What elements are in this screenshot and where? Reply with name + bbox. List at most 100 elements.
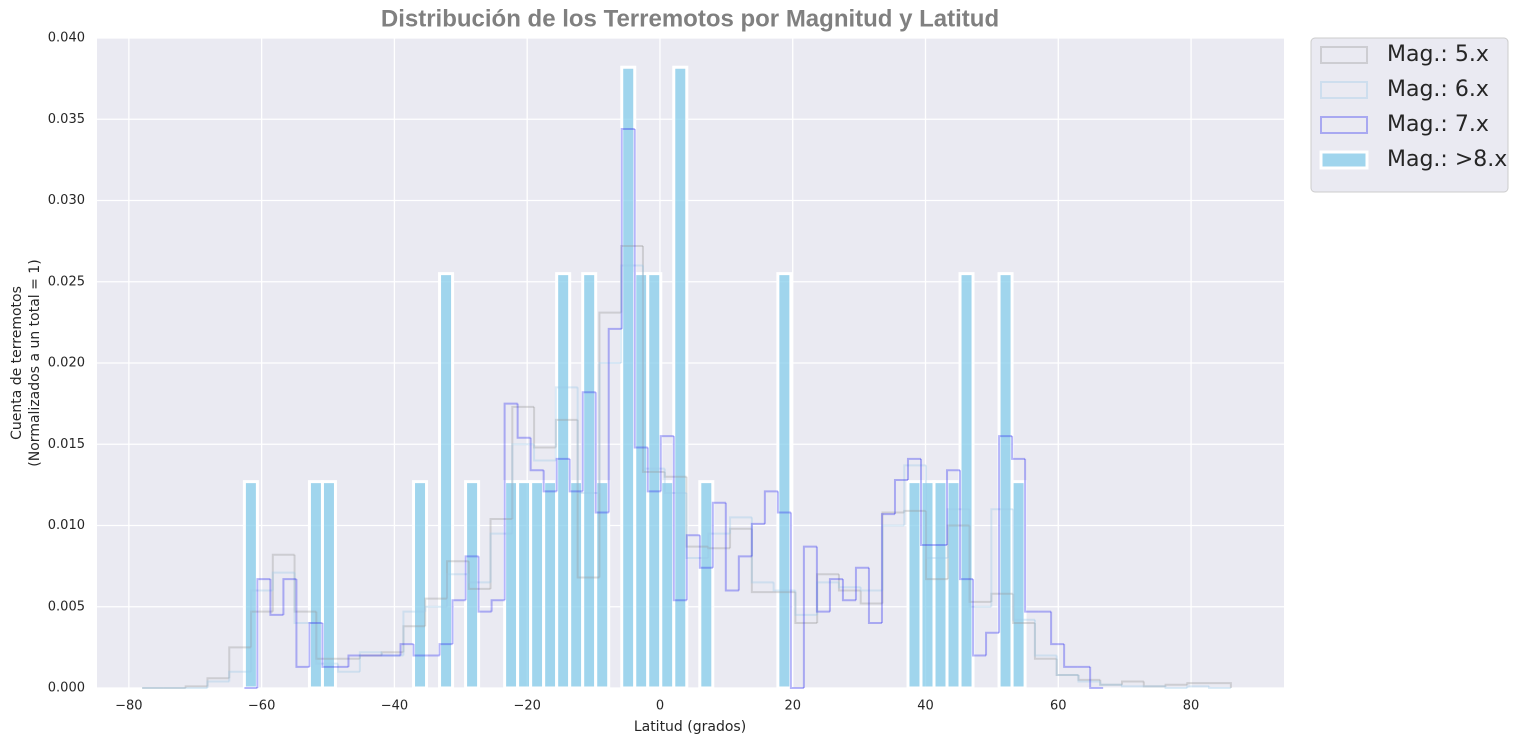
histogram-step: [794, 592, 818, 624]
histogram-step: [1099, 679, 1123, 686]
histogram-step: [946, 508, 970, 558]
histogram-step: [451, 599, 466, 645]
histogram-step: [533, 444, 556, 462]
histogram-step: [380, 652, 404, 657]
histogram-step: [1121, 684, 1144, 688]
legend-swatch: [1320, 81, 1368, 99]
histogram-step: [1209, 682, 1232, 688]
histogram-step: [511, 405, 535, 519]
legend-label: Mag.: 5.x: [1387, 42, 1489, 67]
histogram-step: [828, 578, 843, 612]
histogram-step: [763, 490, 778, 524]
histogram-step: [282, 578, 297, 615]
y-tick-label: 0.030: [48, 193, 85, 208]
histogram-step: [1077, 675, 1101, 681]
x-tick-label: −20: [513, 699, 540, 714]
histogram-step: [554, 386, 578, 461]
histogram-step: [925, 510, 948, 581]
histogram-step: [581, 391, 596, 492]
histogram-step: [925, 465, 948, 559]
histogram-step: [184, 685, 208, 688]
histogram-step: [990, 592, 1014, 602]
histogram-step: [946, 469, 961, 545]
histogram-step: [968, 509, 992, 608]
legend: Mag.: 5.x Mag.: 6.x Mag.: 7.x Mag.: >8.x: [1310, 37, 1509, 193]
histogram-step: [893, 479, 908, 515]
histogram-step: [729, 516, 752, 534]
histogram-step: [438, 643, 453, 656]
histogram-step: [1186, 682, 1210, 685]
histogram-step: [968, 525, 992, 603]
histogram-step: [358, 654, 382, 659]
histogram-step: [672, 436, 687, 602]
histogram-step: [467, 561, 491, 590]
histogram-step: [707, 546, 731, 550]
histogram-step: [607, 327, 622, 513]
histogram-step: [1164, 683, 1188, 687]
histogram-bar: [997, 272, 1014, 690]
grid: [97, 37, 1284, 689]
x-tick-label: 0: [656, 699, 664, 714]
marks: [142, 65, 1232, 690]
histogram-bar: [672, 65, 689, 690]
histogram-bar: [581, 272, 598, 690]
histogram-step: [985, 631, 1000, 656]
histogram-step: [542, 470, 557, 493]
histogram-step: [321, 623, 336, 668]
x-tick-label: 20: [784, 699, 801, 714]
histogram-step: [308, 622, 323, 667]
histogram-bar: [568, 480, 585, 690]
histogram-step: [1024, 458, 1039, 613]
histogram-bar: [242, 480, 259, 690]
histogram-step: [250, 610, 273, 648]
histogram-step: [399, 643, 414, 656]
histogram-step: [568, 458, 583, 493]
y-tick-label: 0.020: [48, 356, 85, 371]
histogram-step: [620, 245, 643, 313]
histogram-step: [516, 403, 531, 439]
histogram-step: [646, 447, 661, 493]
histogram-step: [511, 443, 535, 534]
histogram-step: [424, 605, 447, 612]
histogram-step: [789, 512, 804, 689]
legend-swatch: [1320, 116, 1368, 134]
histogram-step: [490, 599, 505, 612]
histogram-step: [424, 597, 447, 627]
histogram-step: [412, 644, 427, 657]
histogram-step: [1089, 666, 1104, 689]
histogram-step: [576, 419, 600, 579]
histogram-step: [737, 555, 752, 591]
histogram-step: [867, 567, 882, 624]
histogram-bar: [698, 480, 715, 690]
histogram-step: [598, 362, 622, 493]
histogram-bar: [776, 272, 793, 690]
histogram-step: [1050, 611, 1065, 646]
legend-label: Mag.: >8.x: [1387, 147, 1507, 172]
histogram-step: [972, 579, 987, 657]
histogram-step: [315, 611, 339, 660]
histogram-bar: [919, 480, 936, 690]
legend-swatch: [1319, 150, 1369, 170]
histogram-step: [903, 509, 927, 513]
histogram-step: [959, 470, 974, 581]
histogram-step: [533, 406, 556, 449]
histogram-step: [990, 508, 1014, 607]
histogram-step: [711, 501, 726, 568]
legend-label: Mag.: 6.x: [1387, 77, 1489, 102]
histogram-step: [477, 556, 492, 613]
histogram-step: [776, 491, 791, 514]
histogram-step: [271, 553, 295, 612]
histogram-bar: [438, 272, 455, 690]
histogram-step: [1012, 509, 1035, 621]
histogram-bar: [1010, 480, 1027, 690]
histogram-step: [1186, 685, 1210, 688]
y-axis-label: Cuenta de terremotos: [9, 286, 25, 440]
histogram-step: [750, 528, 774, 594]
histogram-step: [659, 435, 674, 492]
histogram-step: [620, 264, 643, 363]
histogram-step: [841, 579, 856, 602]
histogram-step: [269, 579, 284, 616]
histogram-step: [685, 476, 709, 548]
histogram-bar: [542, 480, 559, 690]
